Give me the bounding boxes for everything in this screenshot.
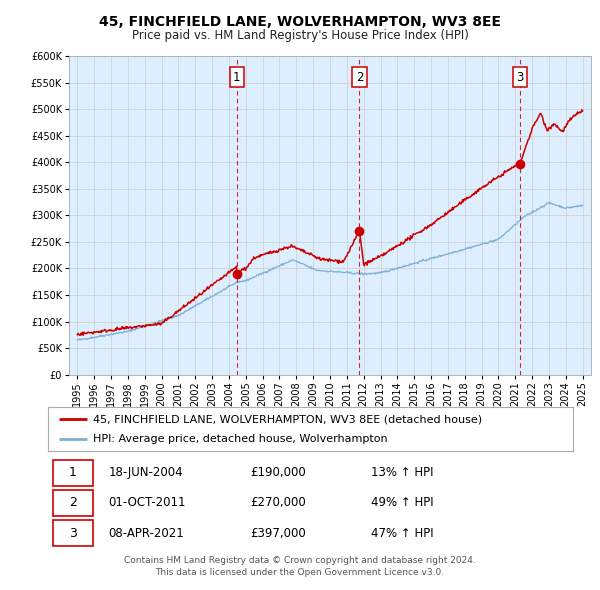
- Text: 2: 2: [69, 496, 77, 510]
- Text: £190,000: £190,000: [250, 466, 306, 479]
- Text: 1: 1: [69, 466, 77, 479]
- Text: Price paid vs. HM Land Registry's House Price Index (HPI): Price paid vs. HM Land Registry's House …: [131, 30, 469, 42]
- Text: 47% ↑ HPI: 47% ↑ HPI: [371, 527, 433, 540]
- Text: This data is licensed under the Open Government Licence v3.0.: This data is licensed under the Open Gov…: [155, 568, 445, 576]
- Text: 13% ↑ HPI: 13% ↑ HPI: [371, 466, 433, 479]
- Text: Contains HM Land Registry data © Crown copyright and database right 2024.: Contains HM Land Registry data © Crown c…: [124, 556, 476, 565]
- Text: 1: 1: [233, 71, 241, 84]
- FancyBboxPatch shape: [53, 520, 92, 546]
- Text: 08-APR-2021: 08-APR-2021: [109, 527, 184, 540]
- Text: 45, FINCHFIELD LANE, WOLVERHAMPTON, WV3 8EE (detached house): 45, FINCHFIELD LANE, WOLVERHAMPTON, WV3 …: [92, 415, 482, 424]
- Text: HPI: Average price, detached house, Wolverhampton: HPI: Average price, detached house, Wolv…: [92, 434, 387, 444]
- FancyBboxPatch shape: [53, 460, 92, 486]
- Text: 2: 2: [356, 71, 363, 84]
- Text: 01-OCT-2011: 01-OCT-2011: [109, 496, 186, 510]
- Text: 45, FINCHFIELD LANE, WOLVERHAMPTON, WV3 8EE: 45, FINCHFIELD LANE, WOLVERHAMPTON, WV3 …: [99, 15, 501, 29]
- Text: 3: 3: [69, 527, 77, 540]
- Text: £397,000: £397,000: [250, 527, 306, 540]
- FancyBboxPatch shape: [53, 490, 92, 516]
- Text: 49% ↑ HPI: 49% ↑ HPI: [371, 496, 433, 510]
- Text: 18-JUN-2004: 18-JUN-2004: [109, 466, 183, 479]
- Text: £270,000: £270,000: [250, 496, 306, 510]
- Text: 3: 3: [516, 71, 523, 84]
